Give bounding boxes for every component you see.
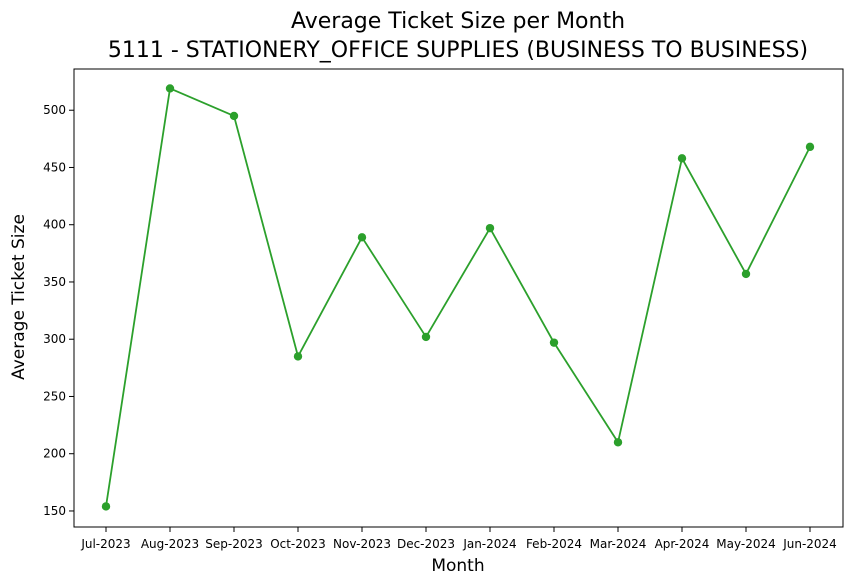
x-tick-label: Jul-2023 [80,537,130,551]
series-line [105,87,811,507]
x-tick-label: Sep-2023 [205,537,263,551]
y-tick-label: 400 [43,218,66,232]
y-axis-label: Average Ticket Size [9,214,29,380]
plot-area: 150 200 250 300 350 400 450 500 Jul-2023 Aug-2023… [43,68,844,551]
x-tick-label: Aug-2023 [141,537,199,551]
x-tick-label: Jan-2024 [462,537,516,551]
plot-frame [73,68,844,528]
y-tick-label: 350 [43,275,66,289]
y-tick-label: 300 [43,332,66,346]
x-tick-label: Dec-2023 [397,537,455,551]
data-point [293,352,303,361]
x-tick-label: Feb-2024 [526,537,582,551]
x-axis-label: Month [431,556,484,576]
data-point [165,84,175,93]
data-point [613,438,623,447]
x-tick-label: Jun-2024 [782,537,837,551]
x-tick-label: Apr-2024 [655,537,710,551]
y-tick-label: 150 [43,504,66,518]
data-point [421,332,431,342]
x-tick-label: Oct-2023 [270,537,326,551]
y-tick-label: 450 [43,160,66,174]
data-point [101,502,111,511]
x-tick-label: Nov-2023 [333,537,391,551]
data-point [805,142,815,152]
data-point [677,154,687,163]
data-point [741,269,751,279]
y-tick-label: 500 [43,103,66,117]
data-point [357,233,367,242]
x-tick-label: May-2024 [716,537,775,551]
x-tick-label: Mar-2024 [590,537,647,551]
data-point [549,338,559,347]
chart-subtitle: 5111 - STATIONERY_OFFICE SUPPLIES (BUSIN… [108,38,808,63]
data-point [229,111,239,121]
data-point [485,223,495,233]
chart-title: Average Ticket Size per Month [291,9,625,34]
y-tick-label: 200 [43,447,66,461]
y-tick-label: 250 [43,389,66,403]
